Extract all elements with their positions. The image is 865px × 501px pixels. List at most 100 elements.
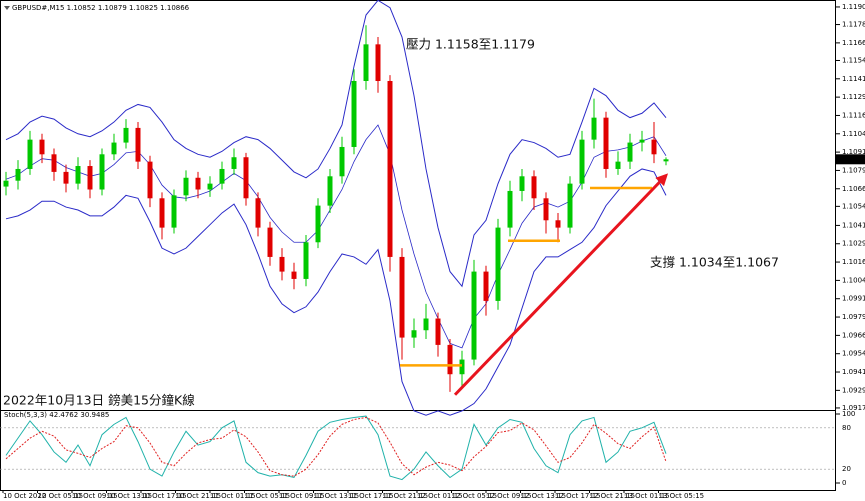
candle-body (123, 127, 129, 143)
candle-body (483, 271, 489, 301)
candle-body (15, 168, 21, 181)
candle-body (435, 318, 441, 345)
candle-body (111, 142, 117, 155)
candle-body (399, 256, 405, 338)
main-line (5, 415, 667, 481)
candle-body (39, 139, 45, 155)
x-tick-label: 10 Oct 21:15 (176, 492, 222, 500)
candle-body (51, 154, 57, 172)
trend-arrow (453, 180, 661, 396)
y-tick-label: 1.11660 (842, 39, 865, 47)
x-tick-label: 10 Oct 09:15 (72, 492, 118, 500)
y-tick-label: 0 (842, 479, 846, 487)
candle-body (27, 139, 33, 169)
candle-body (279, 256, 285, 272)
candle-body (99, 154, 105, 190)
candle-body (471, 271, 477, 360)
y-tick-label: 1.09790 (842, 313, 865, 321)
symbol-icon (4, 6, 10, 10)
candle-body (315, 205, 321, 243)
y-tick-label: 1.09170 (842, 404, 865, 412)
x-tick-label: 12 Oct 09:15 (486, 492, 532, 500)
y-tick-label: 1.11905 (842, 3, 865, 11)
candle-body (291, 271, 297, 279)
y-tick-label: 1.10040 (842, 276, 865, 284)
candle-body (243, 157, 249, 199)
y-tick-label: 1.11415 (842, 75, 865, 83)
candle-body (303, 242, 309, 279)
y-tick-label: 1.10290 (842, 240, 865, 248)
signal-line (5, 416, 667, 477)
x-tick-label: 10 Oct 2022 (3, 492, 46, 500)
candle-body (639, 139, 645, 143)
candle-body (651, 139, 657, 155)
candle-body (327, 176, 333, 206)
trend-arrow-head (655, 173, 668, 187)
candle-body (375, 44, 381, 81)
x-tick-label: 12 Oct 05:15 (452, 492, 498, 500)
candle-body (447, 344, 453, 375)
candle-body (159, 198, 165, 228)
y-tick-label: 1.11540 (842, 56, 865, 64)
candle-body (351, 80, 357, 147)
x-tick-label: 11 Oct 17:15 (348, 492, 394, 500)
y-tick-label: 1.11785 (842, 21, 865, 29)
x-tick-label: 12 Oct 17:15 (555, 492, 601, 500)
candle-body (531, 176, 537, 199)
x-tick-label: 13 Oct 05:15 (659, 492, 705, 500)
candle-body (63, 171, 69, 184)
x-tick-label: 11 Oct 21:15 (383, 492, 429, 500)
candle-body (219, 168, 225, 184)
y-tick-label: 1.11290 (842, 93, 865, 101)
candle-body (411, 330, 417, 338)
y-tick-label: 1.09415 (842, 368, 865, 376)
x-tick-label: 12 Oct 01:15 (417, 492, 463, 500)
candle-body (183, 177, 189, 196)
candle-body (255, 198, 261, 228)
y-tick-label: 1.11040 (842, 130, 865, 138)
candle-body (507, 190, 513, 228)
candle-body (339, 146, 345, 177)
y-tick-label: 1.10415 (842, 221, 865, 229)
y-tick-label: 1.09290 (842, 386, 865, 394)
resistance-note: 壓力 1.1158至1.1179 (406, 37, 535, 52)
y-tick-label: 1.10665 (842, 185, 865, 193)
band-lower (5, 168, 667, 416)
y-tick-label: 1.09540 (842, 350, 865, 358)
y-tick-label: 80 (842, 424, 851, 432)
y-tick-label: 100 (842, 410, 855, 418)
candle-body (135, 127, 141, 162)
y-tick-label: 1.09665 (842, 331, 865, 339)
y-tick-label: 1.10165 (842, 258, 865, 266)
candle-body (207, 183, 213, 190)
candle-body (171, 195, 177, 228)
candle-body (603, 117, 609, 169)
y-tick-label: 1.09915 (842, 295, 865, 303)
y-tick-label: 1.11165 (842, 111, 865, 119)
candle-body (231, 157, 237, 169)
candle-body (267, 227, 273, 257)
x-tick-label: 11 Oct 05:15 (245, 492, 291, 500)
candle-body (615, 161, 621, 169)
y-tick-label: 1.10545 (842, 202, 865, 210)
x-tick-label: 11 Oct 13:15 (314, 492, 360, 500)
candle-body (627, 142, 633, 162)
candle-body (555, 220, 561, 228)
candle-body (495, 227, 501, 301)
candle-body (423, 318, 429, 331)
chart-title: GBPUSD#,M15 1.10852 1.10879 1.10825 1.10… (12, 4, 190, 12)
x-tick-label: 13 Oct 01:15 (624, 492, 670, 500)
x-tick-label: 11 Oct 01:15 (210, 492, 256, 500)
candle-body (519, 176, 525, 191)
x-tick-label: 11 Oct 09:15 (279, 492, 325, 500)
current-price: 1.10866 (838, 155, 865, 163)
x-tick-label: 10 Oct 05:15 (38, 492, 84, 500)
candle-body (543, 198, 549, 221)
y-tick-label: 20 (842, 465, 851, 473)
candle-body (363, 44, 369, 81)
candle-body (3, 180, 9, 187)
candle-body (459, 359, 465, 375)
stoch-title: Stoch(5,3,3) 42.4762 30.9485 (4, 411, 109, 419)
